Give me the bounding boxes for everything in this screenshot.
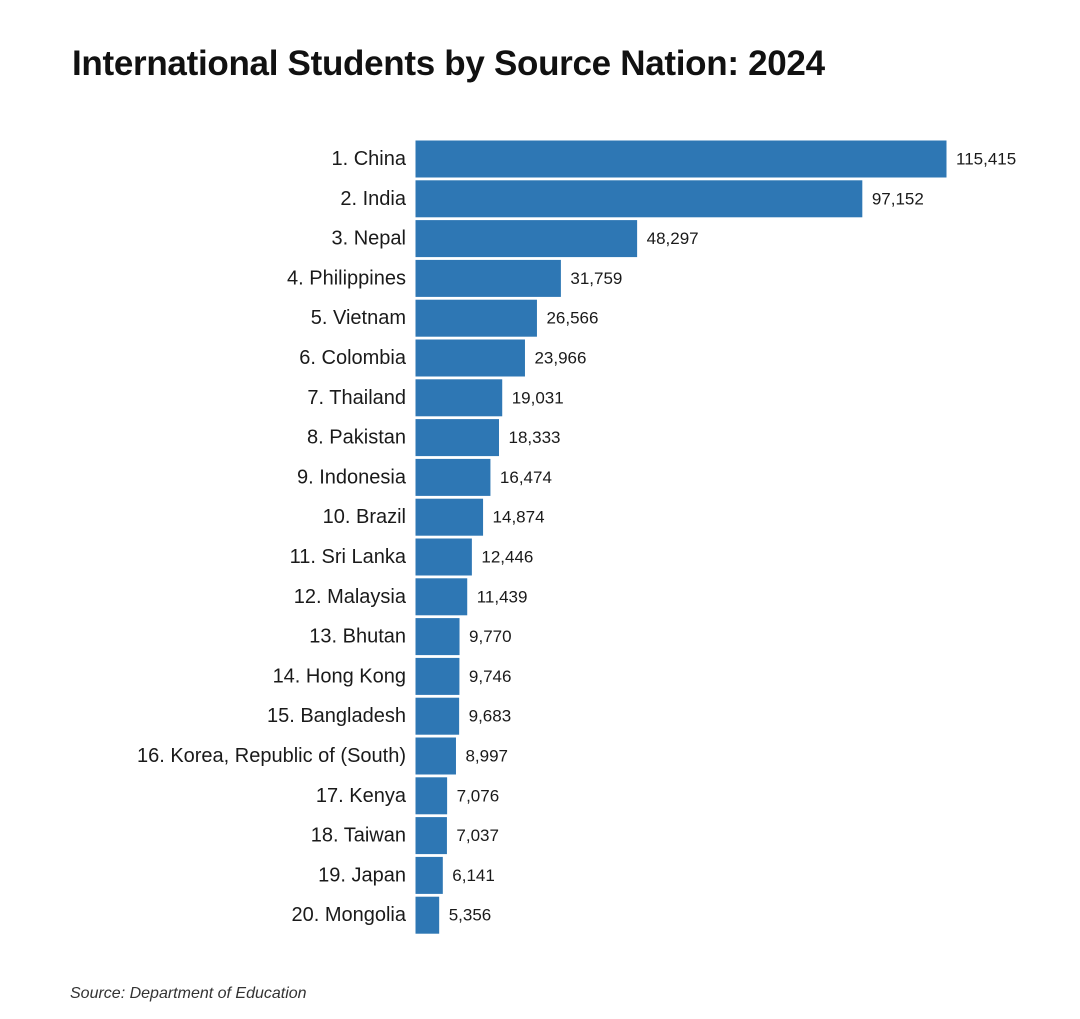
- value-label: 48,297: [647, 229, 699, 248]
- category-label: 19. Japan: [318, 864, 406, 886]
- category-label: 15. Bangladesh: [267, 705, 406, 727]
- category-label: 7. Thailand: [307, 387, 406, 409]
- category-label: 8. Pakistan: [307, 427, 406, 449]
- value-label: 9,746: [469, 667, 512, 686]
- category-label: 11. Sri Lanka: [290, 546, 407, 568]
- bar: [414, 696, 461, 736]
- value-label: 16,474: [500, 468, 552, 487]
- bar: [414, 855, 444, 895]
- value-label: 5,356: [449, 906, 492, 925]
- category-label: 4. Philippines: [287, 267, 406, 289]
- bar: [414, 258, 562, 298]
- source-note: Source: Department of Education: [70, 985, 307, 1002]
- bar: [414, 338, 526, 378]
- value-label: 12,446: [481, 548, 533, 567]
- category-label: 17. Kenya: [316, 785, 407, 807]
- value-label: 11,439: [477, 587, 528, 606]
- bar: [414, 537, 473, 577]
- value-label: 9,683: [469, 707, 512, 726]
- category-label: 12. Malaysia: [294, 586, 407, 608]
- category-label: 20. Mongolia: [291, 904, 406, 926]
- value-label: 115,415: [956, 150, 1016, 169]
- category-label: 10. Brazil: [323, 506, 406, 528]
- category-label: 5. Vietnam: [311, 307, 406, 329]
- value-label: 18,333: [509, 428, 561, 447]
- bar: [414, 378, 504, 418]
- bar: [414, 577, 469, 617]
- value-label: 9,770: [469, 627, 512, 646]
- category-label: 1. China: [332, 148, 407, 170]
- category-label: 2. India: [340, 188, 406, 210]
- category-label: 18. Taiwan: [311, 825, 406, 847]
- value-label: 23,966: [534, 349, 586, 368]
- value-label: 7,037: [456, 826, 499, 845]
- bar: [414, 776, 449, 816]
- value-label: 97,152: [872, 189, 924, 208]
- category-label: 3. Nepal: [332, 228, 407, 250]
- bar: [414, 816, 448, 856]
- category-label: 14. Hong Kong: [273, 665, 406, 687]
- value-label: 31,759: [570, 269, 622, 288]
- value-label: 6,141: [452, 866, 495, 885]
- bar: [414, 219, 639, 259]
- value-label: 19,031: [512, 388, 564, 407]
- category-label: 16. Korea, Republic of (South): [137, 745, 406, 767]
- category-label: 6. Colombia: [299, 347, 407, 369]
- bar: [414, 457, 492, 497]
- chart-title: International Students by Source Nation:…: [72, 44, 825, 83]
- value-label: 14,874: [493, 508, 545, 527]
- bar: [414, 736, 457, 776]
- category-label: 9. Indonesia: [297, 466, 407, 488]
- bar: [414, 656, 461, 696]
- bar: [414, 497, 485, 537]
- value-label: 8,997: [465, 747, 508, 766]
- bar: [414, 298, 538, 338]
- bar: [414, 617, 461, 657]
- value-label: 7,076: [457, 786, 500, 805]
- bar: [414, 179, 864, 219]
- bar: [414, 418, 501, 458]
- category-label: 13. Bhutan: [309, 626, 406, 648]
- bar: [414, 895, 441, 935]
- bar: [414, 139, 948, 179]
- value-label: 26,566: [546, 309, 598, 328]
